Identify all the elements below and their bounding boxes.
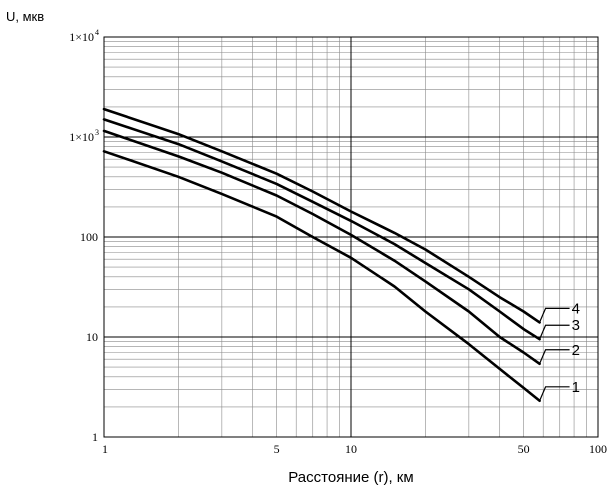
y-tick-exponent: 3	[95, 128, 99, 137]
y-tick-label: 10	[86, 330, 98, 344]
y-tick-label: 100	[80, 230, 98, 244]
x-tick-label: 5	[274, 442, 280, 456]
series-leader-3	[539, 324, 570, 340]
series-line-4	[102, 107, 541, 324]
y-tick-label: 1	[92, 430, 98, 444]
x-tick-label: 10	[345, 442, 357, 456]
x-axis-label: Расстояние (r), км	[288, 469, 413, 486]
series-label-1: 1	[572, 379, 580, 396]
series-leader-1	[539, 386, 570, 402]
series-layer: 1 2 34	[102, 107, 580, 403]
series-leader-2	[539, 349, 570, 364]
series-line-1	[102, 150, 541, 403]
y-tick-label: 1×10	[69, 30, 94, 44]
series-label-3: 3	[572, 317, 580, 334]
series-line-3	[102, 118, 541, 341]
plot-frame	[103, 36, 599, 438]
x-tick-label: 1	[102, 442, 108, 456]
series-label-2: 2	[572, 342, 580, 359]
series-leader-4	[539, 307, 570, 323]
y-axis-label: U, мкв	[6, 9, 44, 24]
series-label-4: 4	[572, 300, 580, 317]
x-tick-label: 100	[589, 442, 607, 456]
y-tick-label: 1×10	[69, 130, 94, 144]
series-line-2	[102, 129, 541, 366]
y-tick-exponent: 4	[95, 28, 99, 37]
x-tick-label: 50	[518, 442, 530, 456]
